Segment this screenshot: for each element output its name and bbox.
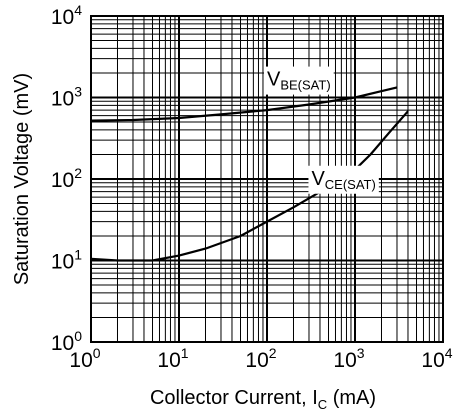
x-tick-exponent: 1 bbox=[181, 345, 189, 361]
y-tick-exponent: 1 bbox=[74, 247, 82, 263]
y-tick-label: 104 bbox=[51, 2, 82, 29]
series-label-background bbox=[264, 66, 334, 95]
y-tick-base: 10 bbox=[51, 169, 74, 192]
y-tick-label: 102 bbox=[51, 165, 82, 192]
series-line-cesat bbox=[90, 110, 409, 262]
series-label-subscript: BE(SAT) bbox=[280, 78, 330, 93]
x-axis-title-subscript: C bbox=[318, 397, 327, 412]
series-label: VCE(SAT) bbox=[311, 168, 375, 192]
plot-frame bbox=[90, 15, 444, 343]
x-tick-label: 103 bbox=[333, 345, 364, 372]
x-tick-base: 10 bbox=[421, 349, 444, 372]
x-tick-label: 104 bbox=[421, 345, 452, 372]
x-axis-title: Collector Current, IC (mA) bbox=[150, 387, 376, 412]
y-tick-label: 103 bbox=[51, 84, 82, 111]
series-label: VBE(SAT) bbox=[267, 69, 331, 93]
series-label-main: V bbox=[267, 69, 281, 91]
y-tick-base: 10 bbox=[51, 251, 74, 274]
y-tick-exponent: 3 bbox=[74, 84, 82, 100]
x-tick-exponent: 3 bbox=[357, 345, 365, 361]
x-axis-title-text: Collector Current, I bbox=[150, 387, 318, 409]
y-tick-base: 10 bbox=[51, 6, 74, 29]
x-axis-title-unit: (mA) bbox=[327, 387, 376, 409]
x-tick-base: 10 bbox=[157, 349, 180, 372]
y-tick-exponent: 0 bbox=[74, 328, 82, 344]
series-label-background bbox=[308, 165, 379, 194]
y-tick-base: 10 bbox=[51, 332, 74, 355]
y-tick-exponent: 4 bbox=[74, 2, 82, 18]
series-label-main: V bbox=[311, 168, 325, 190]
x-tick-labels: 100 101 102 103 104 bbox=[69, 345, 452, 372]
y-tick-label: 101 bbox=[51, 247, 82, 274]
x-tick-label: 101 bbox=[157, 345, 188, 372]
x-tick-exponent: 2 bbox=[269, 345, 277, 361]
series-label-subscript: CE(SAT) bbox=[325, 177, 376, 192]
y-tick-label: 100 bbox=[51, 328, 82, 355]
x-tick-label: 102 bbox=[245, 345, 276, 372]
x-tick-exponent: 4 bbox=[445, 345, 453, 361]
x-tick-exponent: 0 bbox=[93, 345, 101, 361]
y-axis-title: Saturation Voltage (mV) bbox=[11, 73, 33, 285]
y-tick-exponent: 2 bbox=[74, 165, 82, 181]
y-tick-base: 10 bbox=[51, 88, 74, 111]
x-tick-label: 100 bbox=[69, 345, 100, 372]
x-tick-base: 10 bbox=[333, 349, 356, 372]
series-layer: VBE(SAT)VCE(SAT) bbox=[90, 66, 409, 262]
x-tick-base: 10 bbox=[245, 349, 268, 372]
x-tick-base: 10 bbox=[69, 349, 92, 372]
series-line-besat bbox=[90, 86, 398, 122]
